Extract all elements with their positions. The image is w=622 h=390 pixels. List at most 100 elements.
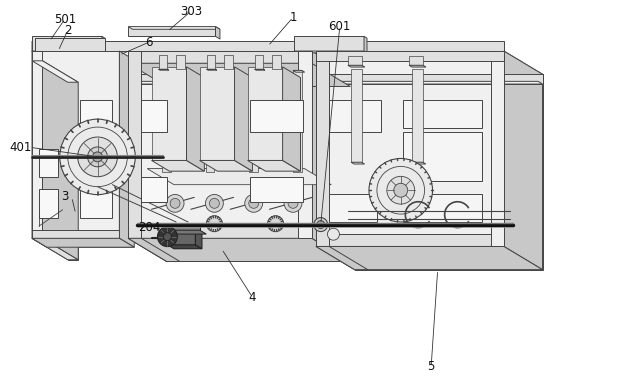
Polygon shape xyxy=(316,246,542,269)
Polygon shape xyxy=(316,246,542,269)
Polygon shape xyxy=(249,70,258,172)
Polygon shape xyxy=(32,51,68,260)
Polygon shape xyxy=(128,51,312,238)
Polygon shape xyxy=(234,67,253,171)
Polygon shape xyxy=(71,74,542,84)
Polygon shape xyxy=(32,238,134,247)
Polygon shape xyxy=(32,51,119,238)
Circle shape xyxy=(60,119,135,195)
Polygon shape xyxy=(167,229,195,245)
Polygon shape xyxy=(159,69,169,70)
Text: 2: 2 xyxy=(64,24,72,37)
Polygon shape xyxy=(152,160,205,171)
Polygon shape xyxy=(39,190,58,218)
Polygon shape xyxy=(251,100,303,133)
Polygon shape xyxy=(128,63,350,87)
Polygon shape xyxy=(187,67,205,171)
Circle shape xyxy=(267,216,284,232)
Polygon shape xyxy=(32,61,78,82)
Circle shape xyxy=(249,199,259,208)
Polygon shape xyxy=(35,38,105,53)
Polygon shape xyxy=(351,162,364,164)
Polygon shape xyxy=(351,69,361,162)
Circle shape xyxy=(78,137,118,177)
Polygon shape xyxy=(32,61,42,238)
Polygon shape xyxy=(282,67,300,171)
Polygon shape xyxy=(68,73,78,260)
Polygon shape xyxy=(128,51,141,238)
Polygon shape xyxy=(32,51,542,74)
Polygon shape xyxy=(207,69,217,70)
Polygon shape xyxy=(316,51,329,246)
Polygon shape xyxy=(162,70,174,72)
Polygon shape xyxy=(32,238,78,260)
Circle shape xyxy=(157,227,177,246)
Circle shape xyxy=(210,199,220,208)
Polygon shape xyxy=(329,100,381,133)
Circle shape xyxy=(317,221,325,229)
Polygon shape xyxy=(254,55,263,69)
Polygon shape xyxy=(272,55,281,69)
Circle shape xyxy=(164,233,172,241)
Polygon shape xyxy=(329,193,377,222)
Polygon shape xyxy=(163,226,200,230)
Polygon shape xyxy=(128,238,350,262)
Polygon shape xyxy=(294,36,364,51)
Polygon shape xyxy=(128,51,312,63)
Polygon shape xyxy=(205,70,215,172)
Polygon shape xyxy=(205,70,217,72)
Polygon shape xyxy=(355,74,542,269)
Polygon shape xyxy=(128,226,312,238)
Polygon shape xyxy=(504,51,542,269)
Circle shape xyxy=(93,152,103,162)
Circle shape xyxy=(205,194,223,212)
Polygon shape xyxy=(147,168,332,185)
Polygon shape xyxy=(403,100,482,128)
Polygon shape xyxy=(207,55,215,69)
Circle shape xyxy=(170,199,180,208)
Polygon shape xyxy=(128,27,215,36)
Polygon shape xyxy=(159,55,167,69)
Polygon shape xyxy=(67,82,542,84)
Text: 1: 1 xyxy=(289,11,297,24)
Text: 401: 401 xyxy=(9,141,31,154)
Polygon shape xyxy=(85,133,111,185)
Circle shape xyxy=(369,158,432,222)
Polygon shape xyxy=(152,67,187,160)
Polygon shape xyxy=(224,55,233,69)
Polygon shape xyxy=(316,51,504,246)
Polygon shape xyxy=(403,133,482,181)
Polygon shape xyxy=(32,238,134,247)
Polygon shape xyxy=(80,100,113,128)
Polygon shape xyxy=(409,65,426,67)
Polygon shape xyxy=(128,238,180,262)
Circle shape xyxy=(245,194,262,212)
Circle shape xyxy=(284,194,302,212)
Polygon shape xyxy=(316,234,504,246)
Text: 601: 601 xyxy=(328,20,351,33)
Circle shape xyxy=(207,216,222,232)
Polygon shape xyxy=(409,55,423,65)
Polygon shape xyxy=(348,65,365,67)
Polygon shape xyxy=(32,41,71,74)
Polygon shape xyxy=(32,51,42,238)
Polygon shape xyxy=(293,70,305,72)
Circle shape xyxy=(327,228,340,240)
Polygon shape xyxy=(200,160,253,171)
Text: 501: 501 xyxy=(53,13,76,26)
Circle shape xyxy=(288,199,298,208)
Polygon shape xyxy=(254,69,265,70)
Polygon shape xyxy=(293,70,302,172)
Polygon shape xyxy=(299,51,312,238)
Polygon shape xyxy=(141,100,167,133)
Text: 5: 5 xyxy=(427,360,435,373)
Text: 4: 4 xyxy=(249,291,256,304)
Polygon shape xyxy=(176,55,185,69)
Text: 3: 3 xyxy=(61,190,68,204)
Polygon shape xyxy=(312,51,350,262)
Polygon shape xyxy=(32,36,102,51)
Polygon shape xyxy=(249,70,261,72)
Text: 303: 303 xyxy=(180,5,202,18)
Polygon shape xyxy=(163,230,207,234)
Polygon shape xyxy=(32,41,504,51)
